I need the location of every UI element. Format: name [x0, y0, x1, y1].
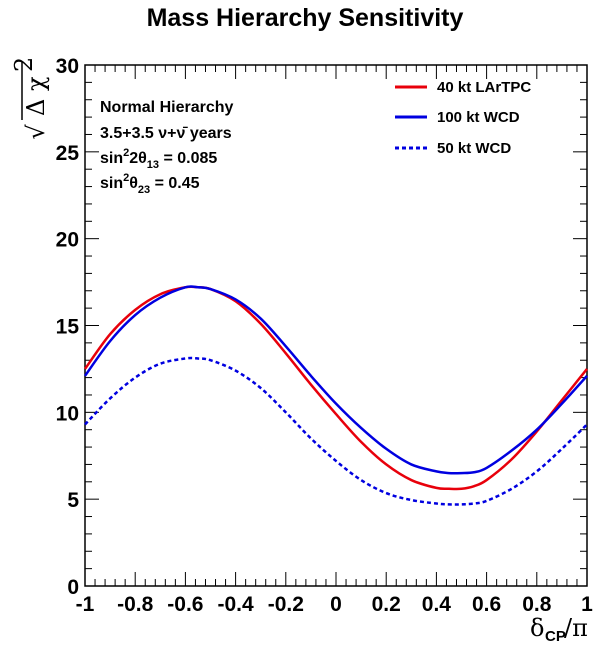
y-tick-label: 30 [56, 55, 79, 78]
axis-ticks [84, 64, 588, 587]
x-tick-label: 0.6 [472, 593, 501, 616]
y-tick-label: 15 [56, 316, 80, 339]
legend-label-lartpc: 40 kt LArTPC [437, 79, 531, 96]
x-tick-label: -0.2 [268, 593, 304, 616]
annotation-theta23: sin2θ23 = 0.45 [100, 172, 200, 196]
series-wcd-100kt [83, 285, 588, 475]
annotation-theta13: sin22θ13 = 0.085 [100, 147, 217, 171]
annotation-years: 3.5+3.5 ν+ν̄ years [100, 125, 232, 142]
x-tick-label: -0.6 [167, 593, 203, 616]
y-tick-label: 5 [67, 489, 79, 512]
y-tick-labels: 0 5 10 15 20 25 30 [56, 55, 80, 599]
x-tick-label: 0.8 [522, 593, 552, 616]
x-label-sub: CP [545, 628, 566, 645]
x-tick-label: -0.8 [117, 593, 154, 616]
y-label-power: 2 [10, 57, 38, 72]
legend-label-wcd100: 100 kt WCD [437, 109, 520, 126]
y-axis-label: √ Δ χ 2 [10, 57, 50, 140]
y-tick-label: 0 [67, 576, 79, 599]
x-tick-label: 0.4 [422, 593, 452, 616]
plot-frame [84, 64, 588, 587]
y-tick-label: 10 [56, 402, 79, 425]
y-tick-label: 25 [56, 142, 80, 165]
series-wcd-50kt [84, 356, 588, 506]
x-tick-label: -1 [76, 593, 95, 616]
x-tick-label: -0.4 [218, 593, 255, 616]
legend-label-wcd50: 50 kt WCD [437, 140, 511, 157]
legend: 40 kt LArTPC 100 kt WCD 50 kt WCD [395, 79, 531, 157]
annotation-hierarchy: Normal Hierarchy [100, 99, 233, 116]
annotation: Normal Hierarchy 3.5+3.5 ν+ν̄ years sin2… [100, 99, 233, 196]
y-label-root: √ [22, 124, 50, 140]
chart-title: Mass Hierarchy Sensitivity [147, 4, 464, 32]
x-axis-label: δ CP /π [530, 614, 588, 645]
series-layer [83, 285, 588, 506]
y-label-symbol: Δ χ [22, 76, 50, 116]
y-tick-label: 20 [56, 229, 79, 252]
x-tick-label: 1 [581, 593, 593, 616]
x-label-main: δ [530, 614, 544, 642]
x-tick-labels: -1 -0.8 -0.6 -0.4 -0.2 0 0.2 0.4 0.6 0.8 1 [76, 593, 594, 616]
x-label-suffix: /π [564, 614, 588, 642]
x-tick-label: 0 [330, 593, 342, 616]
x-tick-label: 0.2 [372, 593, 401, 616]
